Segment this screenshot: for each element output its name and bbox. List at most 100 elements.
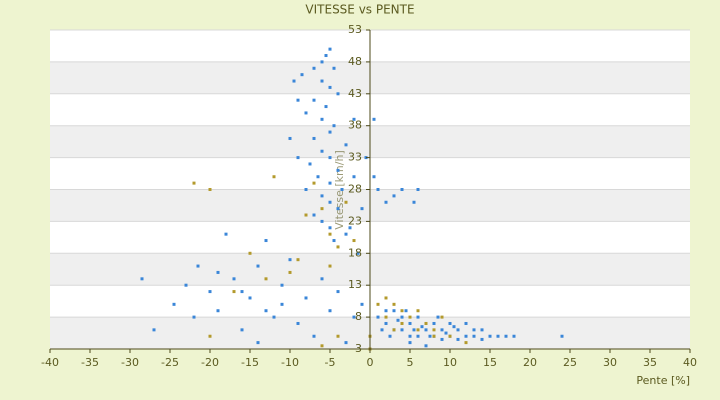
scatter-point xyxy=(336,92,340,96)
x-axis-label: Pente [%] xyxy=(636,374,690,387)
scatter-point xyxy=(360,302,364,306)
scatter-point xyxy=(208,188,212,191)
scatter-point xyxy=(496,334,500,338)
scatter-point xyxy=(240,328,244,332)
scatter-point xyxy=(328,226,332,230)
scatter-point xyxy=(408,334,412,338)
scatter-point xyxy=(328,130,332,134)
scatter-point xyxy=(376,315,380,319)
scatter-point xyxy=(400,315,404,319)
scatter-point xyxy=(224,232,228,236)
scatter-point xyxy=(320,277,324,281)
scatter-point xyxy=(328,232,332,236)
scatter-point xyxy=(352,175,356,179)
scatter-point xyxy=(184,283,188,287)
scatter-point xyxy=(196,264,200,268)
x-tick-label: -20 xyxy=(201,356,219,369)
scatter-point xyxy=(216,309,220,313)
x-tick-label: 20 xyxy=(523,356,537,369)
scatter-point xyxy=(280,283,284,287)
scatter-point xyxy=(296,258,300,262)
scatter-point xyxy=(408,341,412,345)
scatter-point xyxy=(324,105,328,109)
x-tick-label: -5 xyxy=(325,356,336,369)
scatter-point xyxy=(416,328,420,332)
scatter-point xyxy=(372,117,376,121)
scatter-point xyxy=(312,136,316,140)
scatter-point xyxy=(316,175,320,179)
scatter-point xyxy=(376,302,380,306)
y-tick-label: 43 xyxy=(348,87,362,100)
scatter-point xyxy=(452,325,456,329)
scatter-point xyxy=(324,54,328,58)
y-tick-label: 38 xyxy=(348,119,362,132)
x-tick-label: -10 xyxy=(281,356,299,369)
scatter-point xyxy=(384,321,388,325)
y-tick-label: 33 xyxy=(348,151,362,164)
scatter-point xyxy=(256,264,260,268)
scatter-point xyxy=(392,309,396,313)
scatter-point xyxy=(192,181,196,185)
scatter-point xyxy=(264,277,268,281)
scatter-point xyxy=(456,337,460,341)
x-tick-label: 35 xyxy=(643,356,657,369)
scatter-point xyxy=(264,309,268,313)
y-axis-label: Vitesse [km/h] xyxy=(333,150,346,230)
x-tick-label: -30 xyxy=(121,356,139,369)
scatter-point xyxy=(304,188,308,191)
scatter-point xyxy=(320,79,324,83)
x-tick-label: -15 xyxy=(241,356,259,369)
scatter-point xyxy=(232,277,236,281)
x-tick-label: 30 xyxy=(603,356,617,369)
scatter-point xyxy=(336,290,340,294)
scatter-point xyxy=(416,315,420,319)
scatter-point xyxy=(248,251,252,255)
scatter-point xyxy=(288,270,292,274)
x-tick-label: 5 xyxy=(407,356,414,369)
scatter-point xyxy=(480,328,484,332)
scatter-point xyxy=(312,213,316,217)
scatter-point xyxy=(352,315,356,319)
scatter-point xyxy=(448,321,452,325)
scatter-point xyxy=(344,143,348,147)
scatter-point xyxy=(432,328,436,332)
scatter-point xyxy=(392,302,396,306)
scatter-point xyxy=(432,321,436,325)
x-tick-label: 10 xyxy=(443,356,457,369)
scatter-point xyxy=(400,328,404,332)
scatter-point xyxy=(208,334,212,338)
scatter-point xyxy=(312,334,316,338)
scatter-point xyxy=(312,181,316,185)
scatter-point xyxy=(384,296,388,300)
scatter-point xyxy=(336,207,340,211)
y-tick-label: 3 xyxy=(355,342,362,355)
scatter-point xyxy=(348,226,352,230)
scatter-point xyxy=(352,239,356,243)
scatter-point xyxy=(344,200,348,204)
scatter-point xyxy=(352,117,356,121)
scatter-point xyxy=(464,321,468,325)
scatter-point xyxy=(400,309,404,313)
scatter-point xyxy=(392,328,396,332)
scatter-point xyxy=(320,149,324,153)
scatter-point xyxy=(408,315,412,319)
scatter-point xyxy=(216,270,220,274)
scatter-point xyxy=(312,98,316,102)
scatter-point xyxy=(332,124,336,128)
y-tick-label: 48 xyxy=(348,55,362,68)
scatter-point xyxy=(372,175,376,179)
scatter-point xyxy=(328,309,332,313)
x-tick-label: -25 xyxy=(161,356,179,369)
y-tick-label: 13 xyxy=(348,278,362,291)
scatter-point xyxy=(464,334,468,338)
scatter-point xyxy=(320,219,324,223)
scatter-point xyxy=(272,175,276,179)
scatter-point xyxy=(440,315,444,319)
scatter-point xyxy=(428,334,432,338)
scatter-point xyxy=(336,168,340,172)
x-tick-label: 0 xyxy=(367,356,374,369)
scatter-point xyxy=(344,341,348,345)
y-tick-label: 53 xyxy=(348,23,362,36)
x-tick-label: 15 xyxy=(483,356,497,369)
